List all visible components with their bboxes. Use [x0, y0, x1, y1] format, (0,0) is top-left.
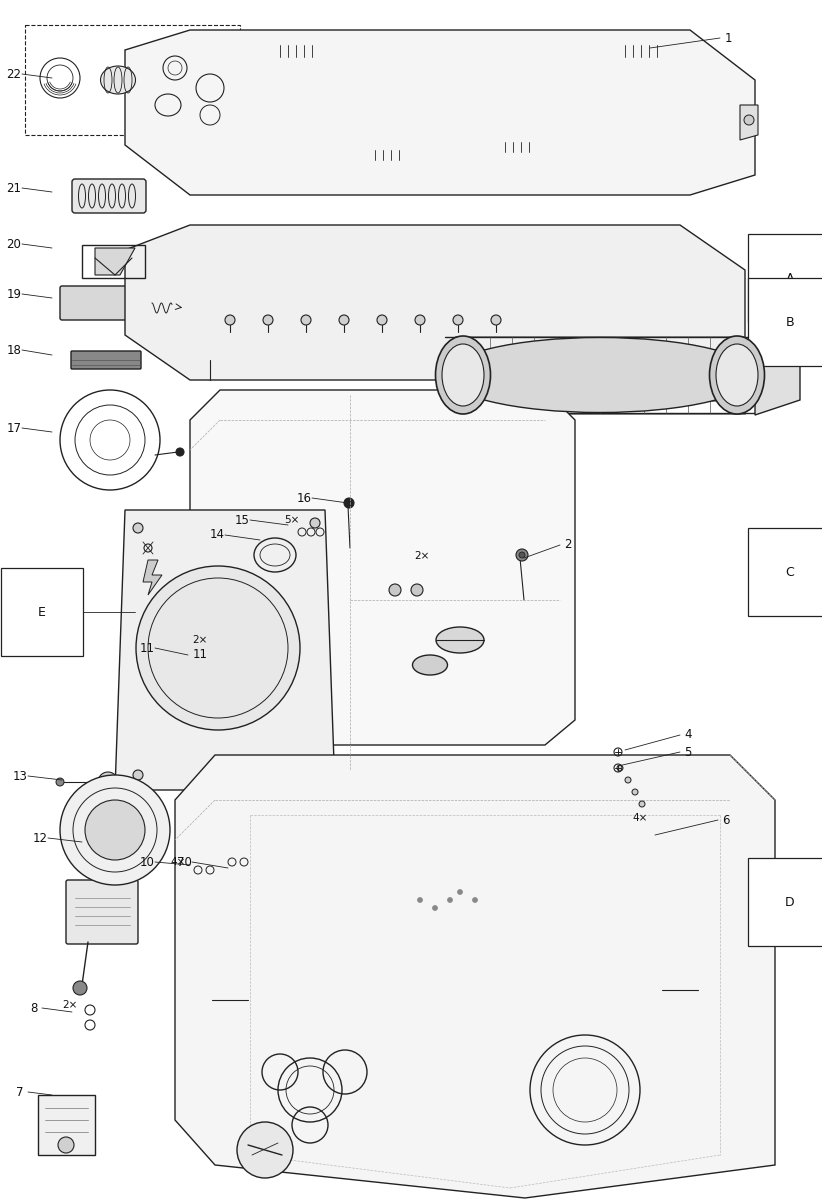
Polygon shape: [175, 755, 775, 1198]
Text: B: B: [786, 316, 794, 329]
Ellipse shape: [716, 344, 758, 406]
Text: 19: 19: [7, 288, 21, 300]
Text: 16: 16: [297, 492, 312, 504]
FancyBboxPatch shape: [60, 286, 136, 320]
Text: 14: 14: [210, 528, 224, 541]
Circle shape: [491, 314, 501, 325]
Circle shape: [133, 523, 143, 533]
Text: 11: 11: [192, 648, 207, 661]
Text: 18: 18: [7, 343, 21, 356]
Circle shape: [133, 770, 143, 780]
Polygon shape: [755, 335, 800, 415]
Polygon shape: [190, 390, 575, 745]
Text: 4: 4: [684, 728, 692, 742]
Text: 10: 10: [140, 856, 155, 869]
Text: 2×: 2×: [192, 635, 208, 646]
Text: 2×: 2×: [62, 1000, 78, 1010]
Circle shape: [225, 314, 235, 325]
Circle shape: [415, 314, 425, 325]
FancyBboxPatch shape: [72, 179, 146, 214]
Circle shape: [389, 584, 401, 596]
Circle shape: [176, 448, 184, 456]
FancyBboxPatch shape: [646, 816, 692, 844]
Circle shape: [60, 775, 170, 886]
Text: 5×: 5×: [284, 515, 300, 526]
Text: 5: 5: [684, 745, 691, 758]
Circle shape: [625, 778, 631, 782]
Text: 8: 8: [30, 1002, 38, 1014]
FancyBboxPatch shape: [66, 880, 138, 944]
Text: 70: 70: [177, 856, 192, 869]
Text: 11: 11: [140, 642, 155, 654]
Text: 22: 22: [7, 67, 21, 80]
Text: 2×: 2×: [414, 551, 430, 560]
Ellipse shape: [436, 336, 491, 414]
Polygon shape: [125, 30, 755, 194]
Circle shape: [473, 898, 478, 902]
Circle shape: [85, 800, 145, 860]
Ellipse shape: [442, 344, 484, 406]
Circle shape: [458, 889, 463, 894]
Text: A: A: [786, 271, 794, 284]
Circle shape: [263, 314, 273, 325]
Ellipse shape: [709, 336, 764, 414]
Circle shape: [411, 584, 423, 596]
Polygon shape: [125, 226, 745, 380]
Circle shape: [432, 906, 437, 911]
Circle shape: [617, 766, 623, 770]
Circle shape: [377, 314, 387, 325]
Ellipse shape: [436, 626, 484, 653]
Text: 2: 2: [564, 539, 572, 552]
Text: 12: 12: [33, 832, 48, 845]
Circle shape: [301, 314, 311, 325]
Polygon shape: [740, 104, 758, 140]
Circle shape: [516, 550, 528, 560]
Circle shape: [56, 778, 64, 786]
Text: E: E: [38, 606, 46, 618]
Circle shape: [339, 314, 349, 325]
FancyBboxPatch shape: [71, 350, 141, 370]
Text: 4×: 4×: [632, 814, 648, 823]
Text: 20: 20: [7, 238, 21, 251]
Circle shape: [344, 498, 354, 508]
Text: 4×: 4×: [170, 857, 186, 866]
Text: 15: 15: [234, 514, 249, 527]
Text: D: D: [785, 895, 795, 908]
Ellipse shape: [445, 337, 755, 413]
Circle shape: [639, 802, 645, 806]
FancyBboxPatch shape: [618, 40, 672, 62]
Circle shape: [58, 1138, 74, 1153]
Circle shape: [73, 982, 87, 995]
Ellipse shape: [100, 66, 136, 94]
Text: 6: 6: [723, 814, 730, 827]
Circle shape: [453, 314, 463, 325]
FancyBboxPatch shape: [498, 142, 547, 160]
Circle shape: [632, 790, 638, 794]
Ellipse shape: [413, 655, 447, 674]
Text: 7: 7: [16, 1086, 24, 1098]
FancyBboxPatch shape: [238, 92, 272, 109]
Polygon shape: [38, 1094, 95, 1154]
Circle shape: [136, 566, 300, 730]
Polygon shape: [115, 510, 335, 790]
Text: 17: 17: [7, 421, 21, 434]
Circle shape: [98, 772, 118, 792]
FancyBboxPatch shape: [273, 40, 327, 62]
Text: 13: 13: [12, 769, 27, 782]
FancyBboxPatch shape: [648, 58, 682, 74]
Polygon shape: [95, 248, 135, 275]
Text: C: C: [786, 565, 794, 578]
Circle shape: [310, 518, 320, 528]
Circle shape: [447, 898, 452, 902]
FancyBboxPatch shape: [368, 150, 417, 168]
Circle shape: [418, 898, 423, 902]
Text: 1: 1: [724, 31, 732, 44]
FancyBboxPatch shape: [367, 552, 468, 613]
Circle shape: [315, 773, 325, 782]
Circle shape: [744, 115, 754, 125]
Circle shape: [519, 552, 525, 558]
Circle shape: [237, 1122, 293, 1178]
Polygon shape: [143, 560, 162, 595]
Text: 21: 21: [7, 181, 21, 194]
